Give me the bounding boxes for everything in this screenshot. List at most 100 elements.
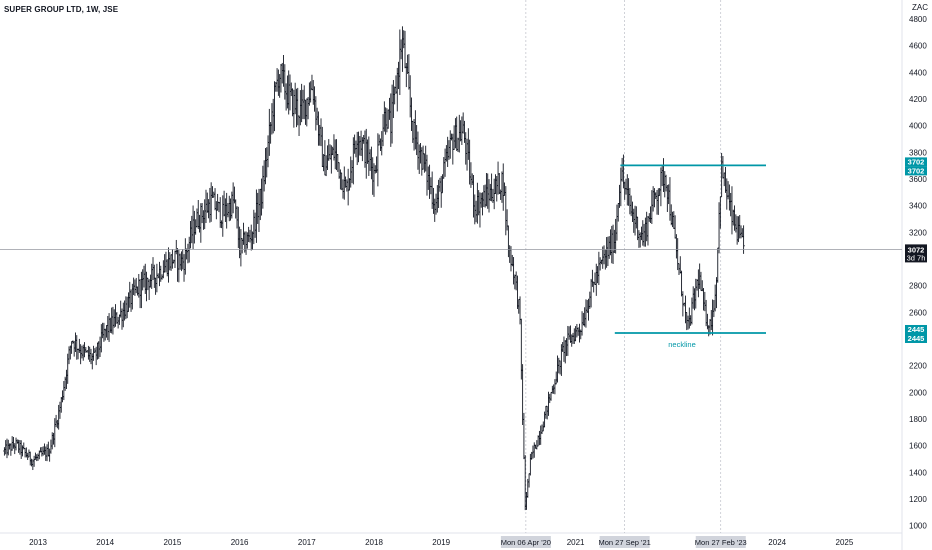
ohlc-bar xyxy=(119,300,122,318)
ohlc-bar xyxy=(571,332,575,344)
ohlc-bar xyxy=(279,63,283,93)
ohlc-bar xyxy=(420,147,424,176)
ohlc-bar xyxy=(334,139,337,170)
x-tick-label: 2014 xyxy=(96,538,114,547)
ohlc-bar xyxy=(368,149,372,171)
y-axis-currency-label: ZAC xyxy=(912,3,928,12)
ohlc-bar xyxy=(702,287,705,311)
ohlc-bar xyxy=(513,274,517,290)
ohlc-bar xyxy=(437,179,440,208)
ohlc-bar xyxy=(662,158,665,192)
ohlc-bar xyxy=(429,177,433,195)
ohlc-bar xyxy=(539,425,542,445)
ohlc-bar xyxy=(388,97,391,120)
ohlc-bar xyxy=(648,213,651,222)
ohlc-bar xyxy=(418,144,421,174)
ohlc-bar xyxy=(438,177,442,192)
ohlc-bar xyxy=(40,447,44,457)
y-tick-label: 4400 xyxy=(909,68,927,77)
ohlc-bar xyxy=(480,192,483,208)
ohlc-bar xyxy=(583,307,586,327)
ohlc-bar xyxy=(390,84,394,144)
ohlc-bar xyxy=(30,458,33,467)
ohlc-bar xyxy=(100,324,103,353)
ohlc-bar xyxy=(110,307,113,334)
ohlc-bar xyxy=(471,173,474,185)
ohlc-bar xyxy=(569,325,572,343)
ohlc-bar xyxy=(153,264,156,288)
ohlc-bar xyxy=(529,453,532,476)
ohlc-bar xyxy=(182,254,186,282)
ohlc-bar xyxy=(685,312,688,331)
ohlc-bar xyxy=(560,344,563,376)
ohlc-bar xyxy=(356,131,359,166)
ohlc-bar xyxy=(219,197,222,228)
ohlc-bar xyxy=(591,269,594,287)
ohlc-bar xyxy=(724,167,727,193)
ohlc-bar xyxy=(265,147,268,178)
ohlc-bar xyxy=(224,198,227,223)
ohlc-bar xyxy=(389,93,392,147)
ohlc-bar xyxy=(636,216,639,241)
ohlc-bar xyxy=(383,101,386,132)
ohlc-bar xyxy=(220,220,223,229)
ohlc-bar xyxy=(129,289,133,312)
ohlc-bar xyxy=(403,30,407,69)
ohlc-bar xyxy=(509,246,513,272)
ohlc-bar xyxy=(4,440,7,455)
ohlc-bar xyxy=(18,440,22,455)
ohlc-bar xyxy=(443,148,447,177)
ohlc-bar xyxy=(508,245,511,263)
ohlc-bar xyxy=(609,229,612,256)
y-tick-label: 4800 xyxy=(909,15,927,24)
ohlc-bar xyxy=(8,443,11,450)
ohlc-bar xyxy=(154,277,157,295)
ohlc-bar xyxy=(487,179,491,213)
ohlc-bar xyxy=(297,115,301,136)
ohlc-bar xyxy=(496,161,500,195)
ohlc-bar xyxy=(346,168,350,206)
ohlc-bar xyxy=(728,184,731,211)
ohlc-bar xyxy=(65,369,68,390)
ohlc-bar xyxy=(114,304,117,327)
ohlc-bar xyxy=(142,265,146,288)
ohlc-bar xyxy=(739,225,743,239)
ohlc-bar xyxy=(150,263,153,289)
ohlc-bar xyxy=(47,441,50,457)
ohlc-bar xyxy=(454,118,457,149)
ohlc-bar xyxy=(425,154,429,196)
ohlc-bar xyxy=(533,442,536,458)
ohlc-bar xyxy=(107,313,111,342)
ohlc-bar xyxy=(268,108,271,156)
ohlc-bar xyxy=(441,174,444,194)
ohlc-bar xyxy=(738,214,741,239)
ohlc-bar xyxy=(94,346,98,366)
ohlc-bar xyxy=(557,357,560,374)
ohlc-bar xyxy=(300,83,303,123)
ohlc-bar xyxy=(111,306,115,335)
ohlc-bar xyxy=(396,67,399,112)
ohlc-bar xyxy=(322,154,325,172)
x-tick-label: 2019 xyxy=(432,538,450,547)
ohlc-bar xyxy=(3,447,6,456)
ohlc-bar xyxy=(252,209,256,245)
ohlc-bar xyxy=(593,272,597,285)
ohlc-bar xyxy=(544,405,548,419)
ohlc-bar xyxy=(231,182,235,214)
ohlc-bar xyxy=(381,114,385,147)
ohlc-bar xyxy=(701,280,704,292)
ohlc-bar xyxy=(54,414,58,428)
ohlc-bar xyxy=(53,418,56,448)
ohlc-bar xyxy=(281,62,284,84)
ohlc-bar xyxy=(628,187,632,215)
ohlc-bar xyxy=(202,210,205,230)
ohlc-bar xyxy=(10,436,14,451)
ohlc-bar xyxy=(137,273,140,298)
ohlc-bar xyxy=(552,384,555,394)
ohlc-bar xyxy=(266,135,270,168)
ohlc-bar xyxy=(147,279,151,301)
ohlc-bar xyxy=(416,131,420,170)
ohlc-bar xyxy=(198,214,201,233)
